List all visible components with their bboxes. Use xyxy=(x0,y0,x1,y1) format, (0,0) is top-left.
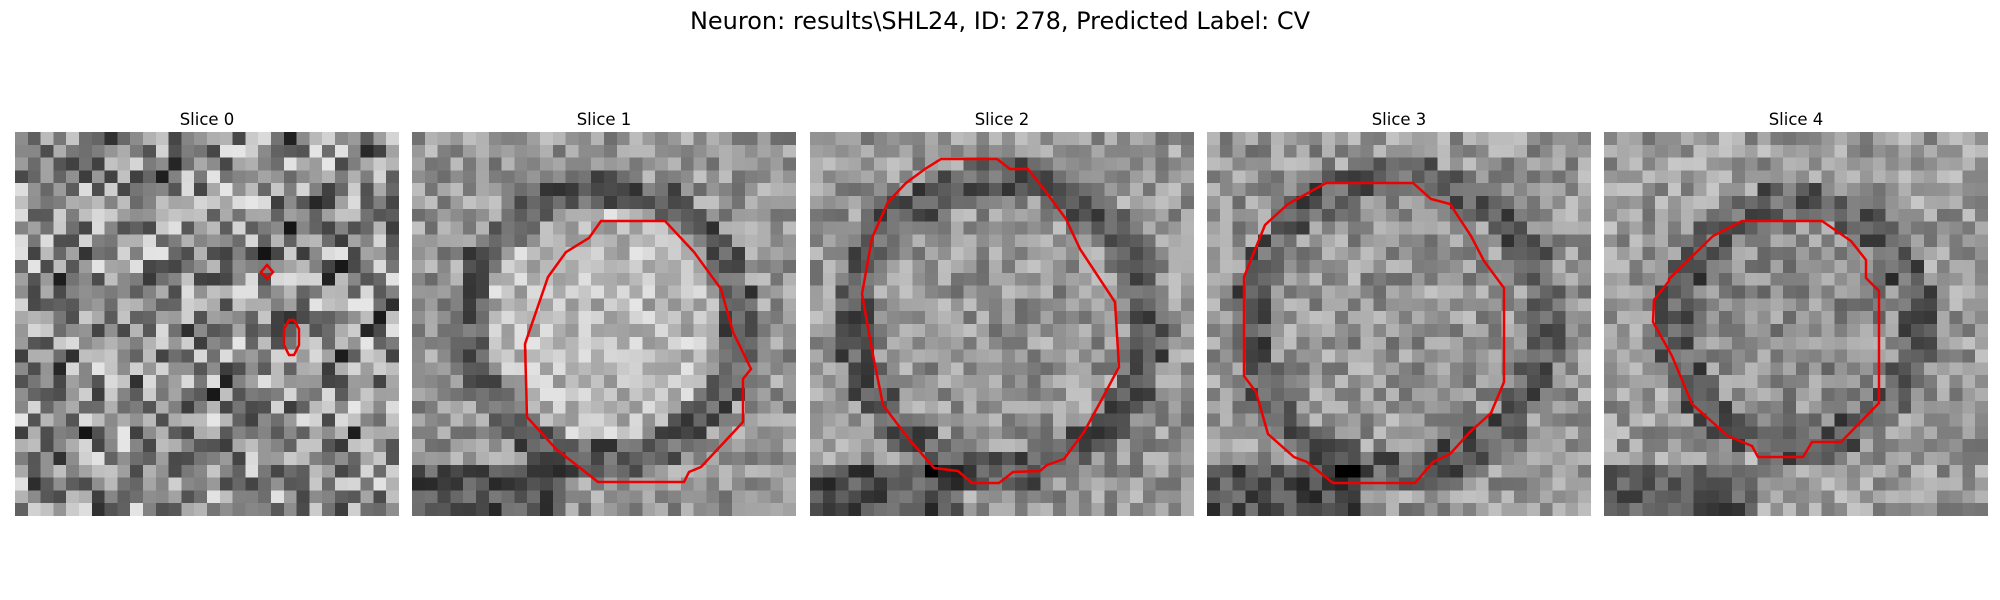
slice-panel-1: Slice 1 xyxy=(412,108,796,516)
segmentation-contour xyxy=(259,263,301,357)
slice-title: Slice 4 xyxy=(1768,110,1824,129)
slice-image xyxy=(1207,132,1591,516)
slice-panel-0: Slice 0 xyxy=(15,108,399,516)
figure-title: Neuron: results\SHL24, ID: 278, Predicte… xyxy=(689,7,1311,35)
slice-title: Slice 2 xyxy=(974,110,1030,129)
segmentation-contour xyxy=(1651,219,1881,459)
contour-cell xyxy=(860,157,1121,485)
segmentation-contour xyxy=(523,219,753,484)
slice-panel-3: Slice 3 xyxy=(1207,108,1591,516)
contour-small-oval xyxy=(282,318,301,357)
slice-title: Slice 0 xyxy=(179,110,235,129)
contour-cell xyxy=(523,219,753,484)
slice-image xyxy=(1604,132,1988,516)
segmentation-contour xyxy=(860,157,1121,485)
contour-cell xyxy=(1242,181,1506,485)
slice-panel-2: Slice 2 xyxy=(810,108,1194,516)
slice-title: Slice 3 xyxy=(1371,110,1427,129)
slice-panel-4: Slice 4 xyxy=(1604,108,1988,516)
slice-image xyxy=(15,132,399,516)
slice-title: Slice 1 xyxy=(576,110,632,129)
contour-cell xyxy=(1651,219,1881,459)
slice-image xyxy=(810,132,1194,516)
segmentation-contour xyxy=(1242,181,1506,485)
contour-small-diamond xyxy=(259,263,275,281)
